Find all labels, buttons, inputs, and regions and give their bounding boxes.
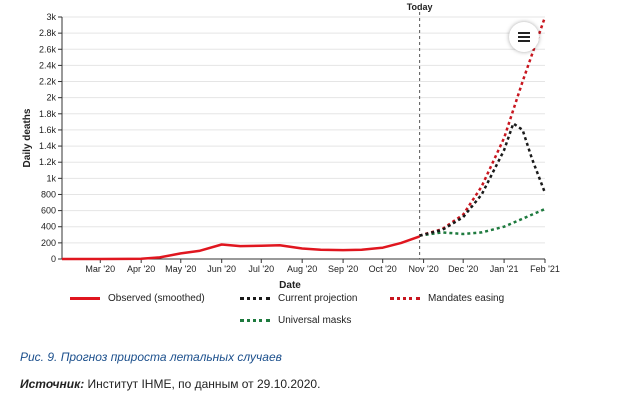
chart-menu-button[interactable] (509, 22, 539, 52)
today-label: Today (407, 2, 433, 12)
x-axis-title: Date (279, 280, 301, 291)
legend: Observed (smoothed) Current projection M… (70, 293, 570, 333)
y-tick-label: 1.4k (39, 141, 57, 151)
y-tick-label: 2.2k (39, 77, 57, 87)
x-axis: Mar '20 Apr '20 May '20 Jun '20 Jul '20 Aug '… (62, 258, 560, 274)
y-tick-label: 1.2k (39, 157, 57, 167)
grid-lines (62, 16, 545, 260)
legend-swatch-observed (70, 297, 100, 300)
source-text: Институт IHME, по данным от 29.10.2020. (87, 377, 321, 391)
x-tick-label: Aug '20 (287, 264, 317, 274)
today-marker: Today (407, 2, 433, 259)
legend-swatch-mandates-easing (390, 297, 420, 300)
hamburger-icon (518, 32, 530, 42)
y-tick-label: 1.6k (39, 125, 57, 135)
y-tick-label: 1k (46, 173, 56, 183)
y-tick-label: 1.8k (39, 109, 57, 119)
x-tick-label: Feb '21 (530, 264, 560, 274)
x-tick-label: Dec '20 (448, 264, 478, 274)
y-tick-label: 2.8k (39, 28, 57, 38)
y-tick-label: 2.6k (39, 44, 57, 54)
x-tick-label: May '20 (165, 264, 196, 274)
legend-label-mandates-easing: Mandates easing (428, 293, 505, 304)
legend-label-observed: Observed (smoothed) (108, 293, 205, 304)
y-tick-label: 2.4k (39, 60, 57, 70)
y-tick-label: 200 (41, 238, 56, 248)
y-axis: 0 200 400 600 800 1k 1.2k 1.4k 1.6k 1.8k 2k 2.2k 2.4… (39, 12, 63, 264)
series-observed (62, 235, 421, 261)
x-tick-label: Jun '20 (207, 264, 236, 274)
x-tick-label: Oct '20 (369, 264, 397, 274)
y-tick-label: 400 (41, 222, 56, 232)
legend-item-mandates-easing[interactable]: Mandates easing (390, 293, 504, 304)
series-universal-masks (419, 207, 546, 237)
y-tick-label: 0 (51, 254, 56, 264)
legend-item-universal-masks[interactable]: Universal masks (240, 315, 351, 326)
figure-caption: Рис. 9. Прогноз прироста летальных случа… (20, 350, 282, 364)
series-lines (62, 16, 547, 261)
y-tick-label: 3k (46, 12, 56, 22)
source-label: Источник: (20, 377, 85, 391)
legend-label-current-projection: Current projection (278, 293, 358, 304)
x-tick-label: Sep '20 (328, 264, 358, 274)
legend-label-universal-masks: Universal masks (278, 315, 352, 326)
x-tick-label: Jul '20 (248, 264, 274, 274)
x-tick-label: Mar '20 (85, 264, 115, 274)
legend-item-current-projection[interactable]: Current projection (240, 293, 357, 304)
y-tick-label: 2k (46, 93, 56, 103)
legend-swatch-universal-masks (240, 319, 270, 322)
x-tick-label: Nov '20 (408, 264, 438, 274)
y-tick-label: 600 (41, 206, 56, 216)
legend-swatch-current-projection (240, 297, 270, 300)
y-axis-title: Daily deaths (22, 108, 33, 167)
x-tick-label: Jan '21 (490, 264, 519, 274)
x-tick-label: Apr '20 (127, 264, 155, 274)
y-tick-label: 800 (41, 189, 56, 199)
series-current-projection (419, 122, 547, 237)
figure-source: Источник: Институт IHME, по данным от 29… (20, 377, 320, 391)
legend-item-observed[interactable]: Observed (smoothed) (70, 293, 205, 304)
